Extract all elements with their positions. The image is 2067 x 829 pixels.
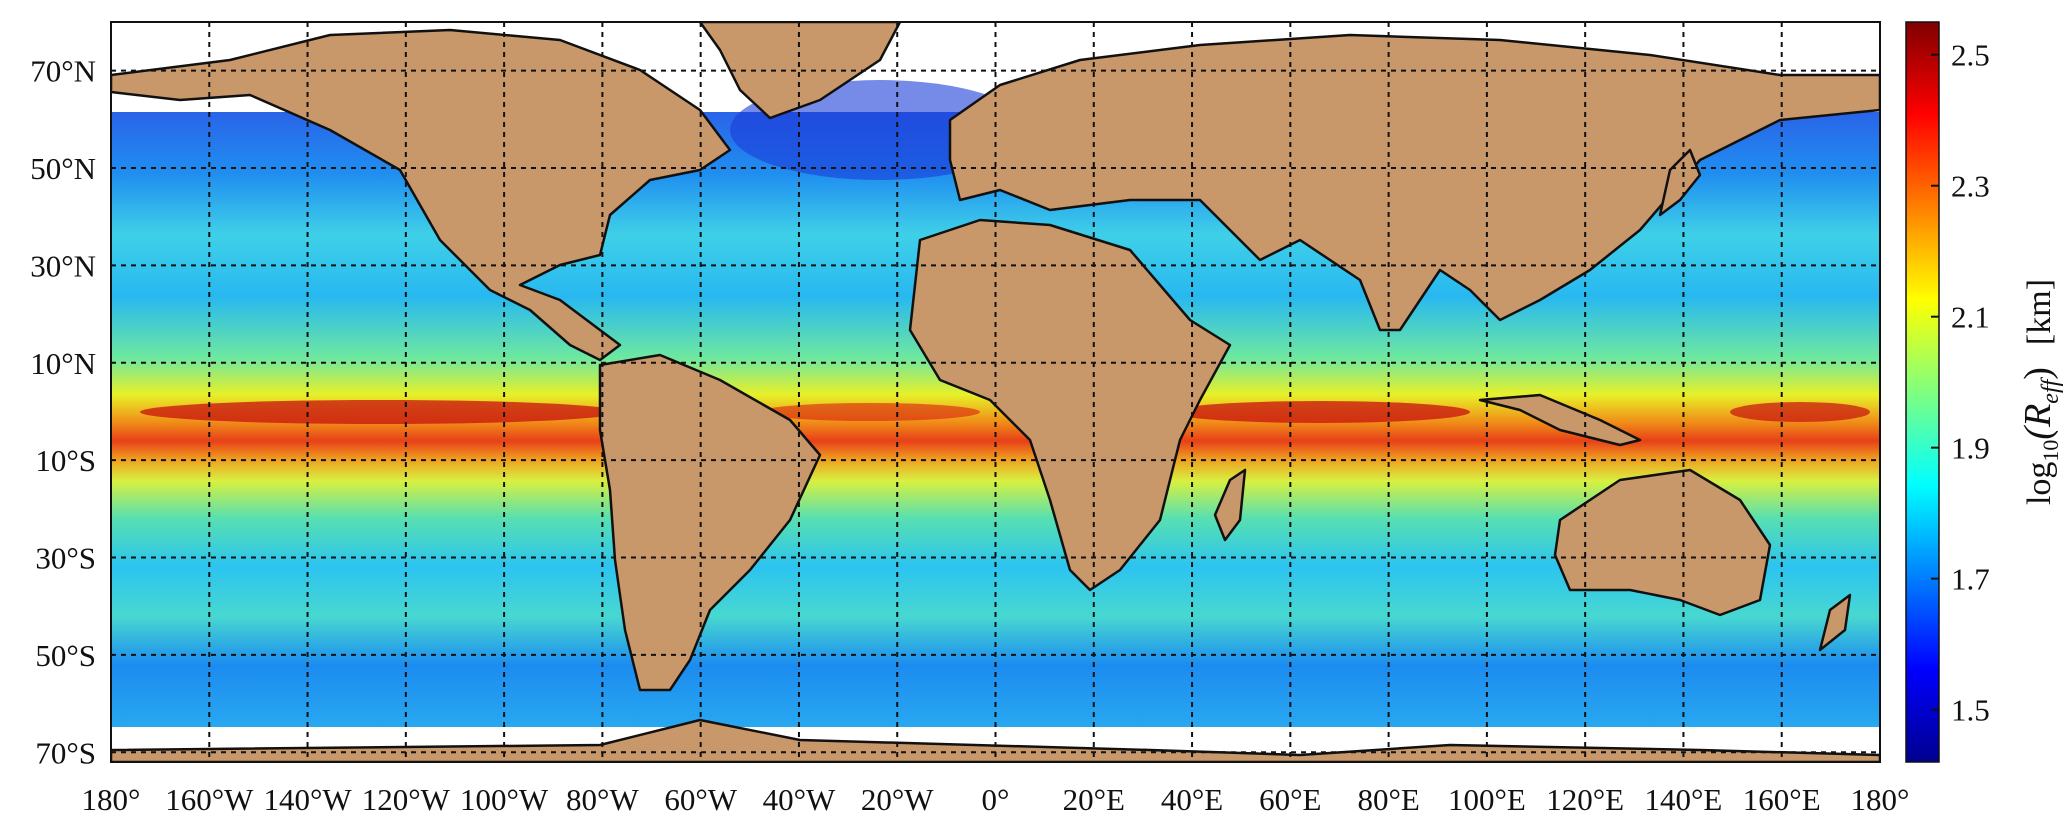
colorbar: 2.5 2.3 2.1 1.9 1.7 1.5 log10(Reff)[km] xyxy=(1905,21,2064,763)
colorbar-ticks: 2.5 2.3 2.1 1.9 1.7 1.5 xyxy=(1931,38,1990,728)
lon-tick-label: 100°W xyxy=(460,782,549,817)
lat-tick-label: 70°N xyxy=(30,54,96,89)
lon-tick-label: 180° xyxy=(82,782,141,817)
lon-tick-label: 100°E xyxy=(1448,782,1526,817)
longitude-tick-labels: 180° 160°W 140°W 120°W 100°W 80°W 60°W 40°W 20°W… xyxy=(82,782,1910,817)
land-new-zealand xyxy=(1818,593,1852,652)
lon-tick-label: 0° xyxy=(982,782,1010,817)
equatorial-hotspot-westpac xyxy=(1730,402,1870,422)
land-north-america xyxy=(111,28,732,362)
colorbar-tick-label: 1.9 xyxy=(1951,431,1990,466)
lat-tick-label: 70°S xyxy=(35,735,96,770)
lon-tick-label: 40°W xyxy=(763,782,836,817)
land-africa xyxy=(908,218,1232,592)
colorbar-tick-label: 2.3 xyxy=(1951,169,1990,204)
colorbar-tick-label: 2.1 xyxy=(1951,300,1990,335)
lon-tick-label: 120°E xyxy=(1546,782,1624,817)
land-japan xyxy=(1658,148,1702,217)
lon-tick-label: 160°E xyxy=(1743,782,1821,817)
lon-tick-label: 120°W xyxy=(362,782,451,817)
graticule-grid xyxy=(111,22,1880,762)
lat-tick-label: 10°S xyxy=(35,443,96,478)
colorbar-tick-label: 2.5 xyxy=(1951,38,1990,73)
lon-tick-label: 80°W xyxy=(566,782,639,817)
lon-tick-label: 20°E xyxy=(1063,782,1125,817)
land-greenland xyxy=(698,22,902,120)
lon-tick-label: 80°E xyxy=(1357,782,1419,817)
colorbar-gradient xyxy=(1905,21,1940,763)
colorbar-tick-label: 1.5 xyxy=(1951,693,1990,728)
land-australia xyxy=(1553,468,1772,617)
colorbar-label: log10(Reff)[km] xyxy=(2017,279,2064,505)
lon-tick-label: 40°E xyxy=(1161,782,1223,817)
lat-tick-label: 50°N xyxy=(30,151,96,186)
lon-tick-label: 60°E xyxy=(1259,782,1321,817)
lon-tick-label: 20°W xyxy=(861,782,934,817)
colorbar-tick-label: 1.7 xyxy=(1951,562,1990,597)
lon-tick-label: 60°W xyxy=(664,782,737,817)
lon-tick-label: 140°W xyxy=(263,782,352,817)
lon-tick-label: 140°E xyxy=(1645,782,1723,817)
lon-tick-label: 160°W xyxy=(165,782,254,817)
lon-tick-label: 180° xyxy=(1851,782,1910,817)
lat-tick-label: 50°S xyxy=(35,638,96,673)
lat-tick-label: 30°N xyxy=(30,248,96,283)
equatorial-hotspot-atlantic xyxy=(760,403,980,421)
latitude-tick-labels: 70°N 50°N 30°N 10°N 10°S 30°S 50°S 70°S xyxy=(30,54,96,771)
lat-tick-label: 30°S xyxy=(35,541,96,576)
map-frame xyxy=(110,21,1881,763)
equatorial-hotspot-indian xyxy=(1170,401,1470,423)
land-madagascar xyxy=(1213,468,1247,542)
land-indonesia xyxy=(1478,393,1642,447)
equatorial-hotspot-pacific xyxy=(140,400,620,424)
land-eurasia xyxy=(948,33,1880,332)
lat-tick-label: 10°N xyxy=(30,346,96,381)
